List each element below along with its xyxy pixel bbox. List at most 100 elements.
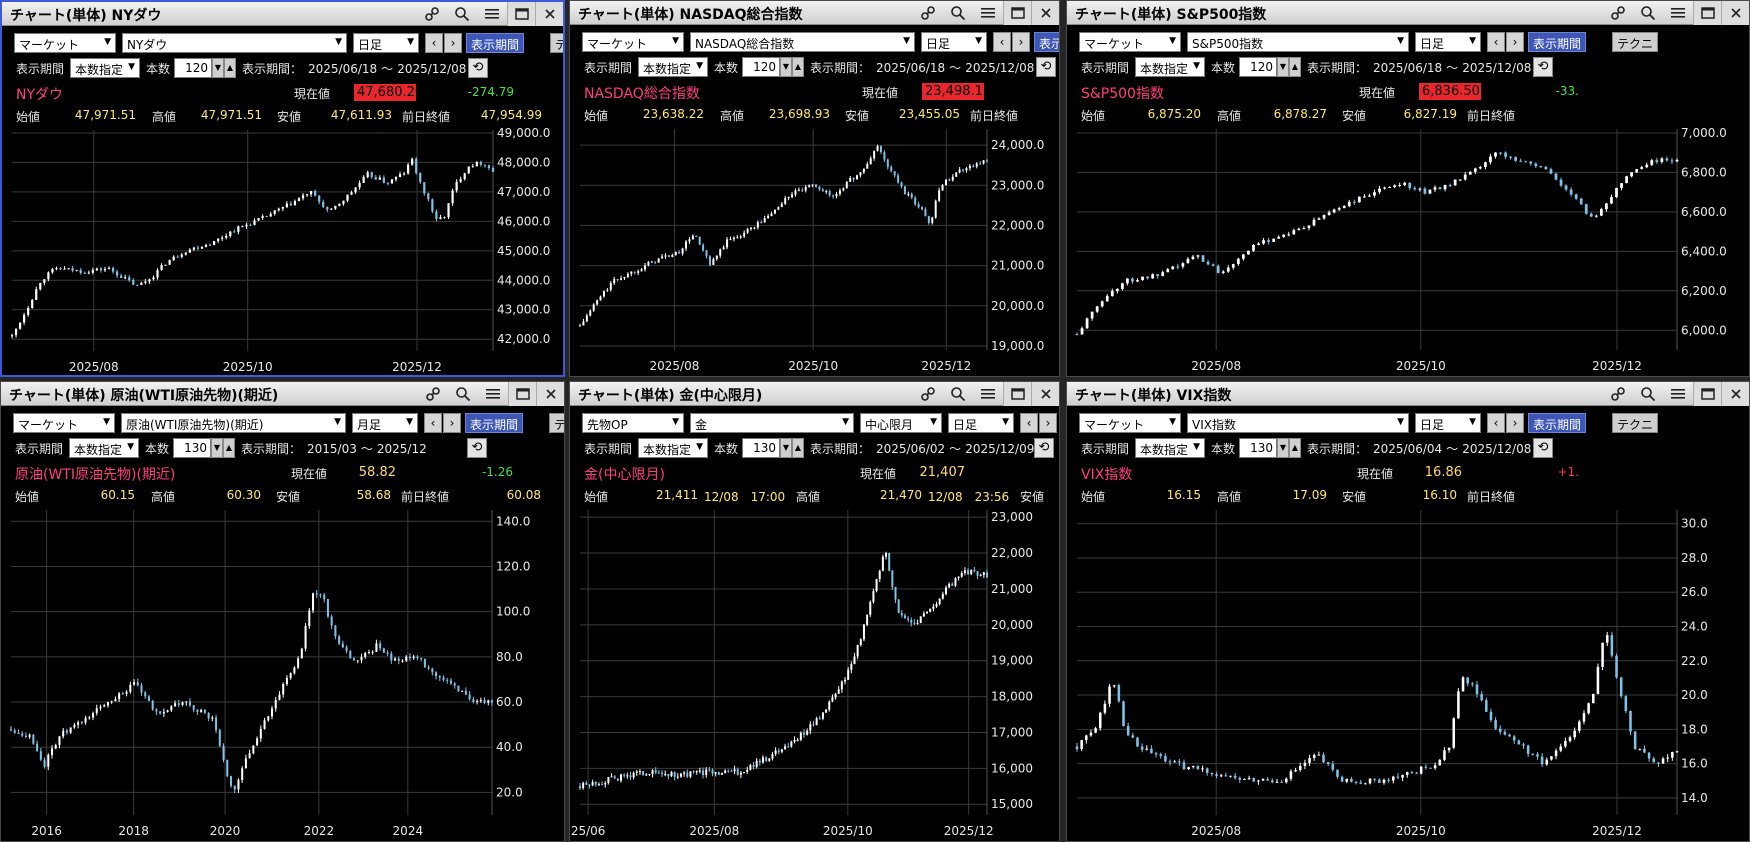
search-icon[interactable] (943, 1, 973, 25)
close-icon[interactable] (1031, 382, 1059, 406)
maximize-icon[interactable] (1003, 1, 1031, 25)
interval-select[interactable]: 日足 ▼ (1415, 413, 1481, 433)
bars-mode-select[interactable]: 本数指定 ▼ (1135, 57, 1205, 77)
search-icon[interactable] (447, 2, 477, 26)
bars-mode-select[interactable]: 本数指定 ▼ (69, 438, 139, 458)
price-chart[interactable]: 23,000 22,000 21,000 20,000 19,000 18,000 17,0… (570, 506, 1057, 841)
symbol-select[interactable]: S&P500指数 ▼ (1187, 32, 1409, 52)
show-period-button[interactable]: 表示期間 (1528, 413, 1587, 433)
spin-up-icon[interactable]: ▲ (224, 58, 236, 78)
reload-icon[interactable]: ⟲ (468, 58, 488, 78)
spin-down-icon[interactable]: ▼ (780, 57, 792, 77)
market-select[interactable]: マーケット ▼ (1079, 32, 1181, 52)
link-icon[interactable] (417, 2, 447, 26)
interval-select[interactable]: 日足 ▼ (948, 413, 1014, 433)
spin-up-icon[interactable]: ▲ (1289, 57, 1301, 77)
maximize-icon[interactable] (1693, 382, 1721, 406)
show-period-button[interactable]: 表示期間 (1528, 32, 1587, 52)
spin-up-icon[interactable]: ▲ (223, 438, 235, 458)
price-chart[interactable]: 30.0 28.0 26.0 24.0 22.0 20.0 18.0 16.0 14.0 2025… (1067, 506, 1747, 841)
maximize-icon[interactable] (1693, 1, 1721, 25)
reload-icon[interactable]: ⟲ (1533, 57, 1553, 77)
prev-button[interactable]: ‹ (425, 33, 443, 53)
symbol-select[interactable]: NYダウ ▼ (122, 33, 347, 53)
market-select[interactable]: 先物OP ▼ (582, 413, 684, 433)
price-chart[interactable]: 49,000.0 48,000.0 47,000.0 46,000.0 45,000.0… (2, 126, 563, 377)
prev-button[interactable]: ‹ (1487, 413, 1505, 433)
market-select[interactable]: マーケット ▼ (13, 413, 115, 433)
link-icon[interactable] (1603, 382, 1633, 406)
technical-button[interactable]: テクニ (550, 33, 563, 53)
close-icon[interactable] (1031, 1, 1059, 25)
bars-input[interactable]: 120 (1239, 57, 1277, 77)
search-icon[interactable] (1633, 382, 1663, 406)
close-icon[interactable] (1721, 1, 1749, 25)
menu-icon[interactable] (973, 382, 1003, 406)
next-button[interactable]: › (1012, 32, 1030, 52)
prev-button[interactable]: ‹ (993, 32, 1011, 52)
bars-input[interactable]: 130 (1239, 438, 1277, 458)
close-icon[interactable] (535, 2, 563, 26)
menu-icon[interactable] (1663, 382, 1693, 406)
spin-up-icon[interactable]: ▲ (1289, 438, 1301, 458)
reload-icon[interactable]: ⟲ (467, 438, 487, 458)
spin-down-icon[interactable]: ▼ (211, 438, 223, 458)
interval-select[interactable]: 月足 ▼ (352, 413, 418, 433)
symbol-select[interactable]: VIX指数 ▼ (1187, 413, 1409, 433)
spin-up-icon[interactable]: ▲ (792, 57, 804, 77)
close-icon[interactable] (1721, 382, 1749, 406)
menu-icon[interactable] (478, 382, 508, 406)
reload-icon[interactable]: ⟲ (1036, 57, 1056, 77)
technical-button[interactable]: テクニ (1612, 413, 1659, 433)
symbol-select[interactable]: 金 ▼ (690, 413, 854, 433)
bars-input[interactable]: 130 (173, 438, 211, 458)
maximize-icon[interactable] (508, 382, 536, 406)
interval-select[interactable]: 日足 ▼ (353, 33, 419, 53)
next-button[interactable]: › (444, 33, 462, 53)
bars-input[interactable]: 130 (742, 438, 780, 458)
link-icon[interactable] (418, 382, 448, 406)
reload-icon[interactable]: ⟲ (1034, 438, 1054, 458)
show-period-button[interactable]: 表示期間 (465, 413, 524, 433)
link-icon[interactable] (913, 382, 943, 406)
technical-button[interactable]: テクニ (1612, 32, 1659, 52)
maximize-icon[interactable] (507, 2, 535, 26)
bars-mode-select[interactable]: 本数指定 ▼ (1135, 438, 1205, 458)
bars-input[interactable]: 120 (174, 58, 212, 78)
market-select[interactable]: マーケット ▼ (14, 33, 116, 53)
next-button[interactable]: › (1506, 413, 1524, 433)
menu-icon[interactable] (973, 1, 1003, 25)
reload-icon[interactable]: ⟲ (1533, 438, 1553, 458)
link-icon[interactable] (1603, 1, 1633, 25)
spin-down-icon[interactable]: ▼ (1277, 57, 1289, 77)
bars-mode-select[interactable]: 本数指定 ▼ (638, 57, 708, 77)
next-button[interactable]: › (1506, 32, 1524, 52)
bars-input[interactable]: 120 (742, 57, 780, 77)
interval-select[interactable]: 日足 ▼ (1415, 32, 1481, 52)
price-chart[interactable]: 24,000.0 23,000.0 22,000.0 21,000.0 20,000.0… (570, 125, 1057, 376)
maximize-icon[interactable] (1003, 382, 1031, 406)
market-select[interactable]: マーケット ▼ (582, 32, 684, 52)
search-icon[interactable] (943, 382, 973, 406)
price-chart[interactable]: 7,000.0 6,800.0 6,600.0 6,400.0 6,200.0 6,000… (1067, 125, 1747, 376)
menu-icon[interactable] (1663, 1, 1693, 25)
prev-button[interactable]: ‹ (424, 413, 442, 433)
close-icon[interactable] (536, 382, 564, 406)
next-button[interactable]: › (443, 413, 461, 433)
menu-icon[interactable] (477, 2, 507, 26)
spin-down-icon[interactable]: ▼ (1277, 438, 1289, 458)
bars-mode-select[interactable]: 本数指定 ▼ (638, 438, 708, 458)
technical-button[interactable]: テクニ (549, 413, 564, 433)
contract-select[interactable]: 中心限月 ▼ (860, 413, 942, 433)
spin-down-icon[interactable]: ▼ (212, 58, 224, 78)
price-chart[interactable]: 140.0 120.0 100.0 80.0 60.0 40.0 20.0 2016 2018 2… (1, 506, 562, 841)
bars-mode-select[interactable]: 本数指定 ▼ (70, 58, 140, 78)
interval-select[interactable]: 日足 ▼ (921, 32, 987, 52)
prev-button[interactable]: ‹ (1020, 413, 1038, 433)
spin-up-icon[interactable]: ▲ (792, 438, 804, 458)
symbol-select[interactable]: 原油(WTI原油先物)(期近) ▼ (121, 413, 346, 433)
prev-button[interactable]: ‹ (1487, 32, 1505, 52)
spin-down-icon[interactable]: ▼ (780, 438, 792, 458)
symbol-select[interactable]: NASDAQ総合指数 ▼ (690, 32, 915, 52)
search-icon[interactable] (1633, 1, 1663, 25)
